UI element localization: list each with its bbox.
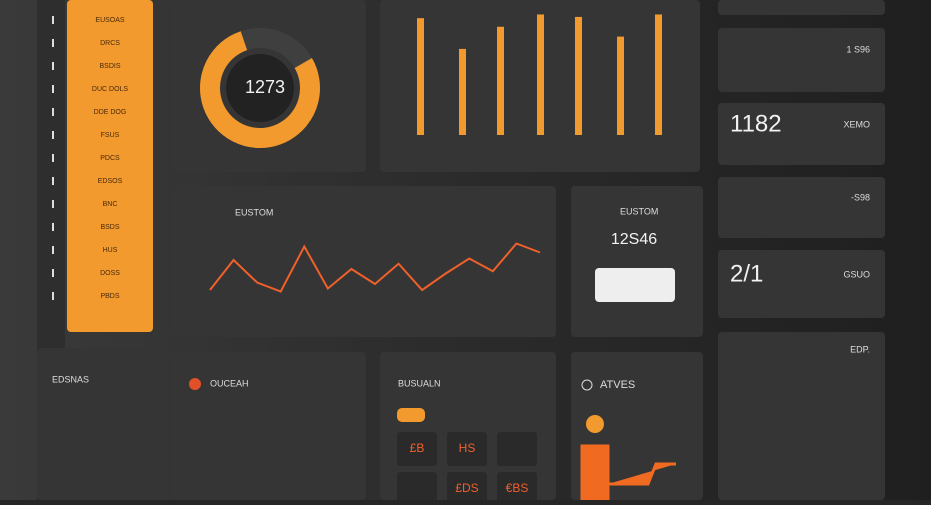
grid-cell: [397, 432, 437, 466]
bar: [459, 48, 466, 135]
table-title: OUCEAH: [210, 378, 249, 388]
grid-cell-label: HS: [459, 441, 476, 455]
card-value: EDP.: [850, 344, 870, 354]
stat-box: [595, 268, 675, 302]
pill[interactable]: [397, 408, 425, 422]
card-value: -S98: [851, 192, 870, 202]
card-value: 1 S96: [846, 44, 870, 54]
sidebar-item: BSDIS: [99, 63, 120, 70]
grid-cell-label: €BS: [506, 481, 529, 495]
stat-value: 12S46: [611, 231, 657, 248]
sidebar-item: EDSOS: [98, 178, 123, 185]
grid-cell: [497, 432, 537, 466]
grid-cell-label: £DS: [455, 481, 478, 495]
rail-dash: [52, 269, 54, 277]
donut-arc: [200, 27, 320, 148]
line-series: [209, 242, 541, 293]
grid-cell-label: £B: [410, 441, 425, 455]
line-title: EUSTOM: [235, 207, 273, 217]
sidebar-item: PDCS: [100, 155, 120, 162]
grid-cell: [497, 472, 537, 505]
icon: [586, 415, 604, 433]
card-value: 1182: [730, 110, 782, 137]
sidebar-item: DRCS: [100, 40, 120, 47]
bar: [537, 14, 544, 136]
sidebar-item: EUSOAS: [95, 17, 125, 24]
bar: [655, 14, 662, 136]
icon: [189, 378, 201, 390]
sidebar-item: PBDS: [100, 293, 119, 300]
rail-dash: [52, 200, 54, 208]
card-label: XEMO: [843, 119, 870, 129]
donut-label: 1273: [245, 77, 285, 97]
list-title: EDSNAS: [52, 374, 89, 384]
grid-cell: [447, 472, 487, 505]
stat-title: EUSTOM: [620, 206, 658, 216]
sidebar-item: FSUS: [101, 132, 120, 139]
grid-title: BUSUALN: [398, 378, 441, 388]
sidebar-item: HUS: [103, 247, 118, 254]
bar: [417, 18, 424, 135]
rail-dash: [52, 39, 54, 47]
sidebar-item: BNC: [103, 201, 118, 208]
card-label: GSUO: [843, 269, 870, 279]
rail-dash: [52, 131, 54, 139]
rail-dash: [52, 154, 54, 162]
sidebar: [67, 0, 153, 332]
rail-dash: [52, 85, 54, 93]
bar: [575, 16, 582, 136]
sidebar-item: BSDS: [100, 224, 119, 231]
grid-cell: [397, 472, 437, 505]
icon: [581, 379, 593, 391]
sidebar-item: DDE DOG: [94, 109, 127, 116]
grid-cell: [447, 432, 487, 466]
rail-dash: [52, 223, 54, 231]
card-value: 2/1: [730, 260, 763, 287]
rail-dash: [52, 292, 54, 300]
rail-dash: [52, 16, 54, 24]
card-title: ATVES: [600, 379, 635, 391]
sidebar-item: DUC DOLS: [92, 86, 129, 93]
sidebar-item: DOSS: [100, 270, 120, 277]
bar: [497, 26, 504, 135]
rail-dash: [52, 177, 54, 185]
rail-dash: [52, 108, 54, 116]
bar: [617, 36, 624, 135]
rail-dash: [52, 246, 54, 254]
donut-hole: [226, 54, 294, 122]
rail-dash: [52, 62, 54, 70]
